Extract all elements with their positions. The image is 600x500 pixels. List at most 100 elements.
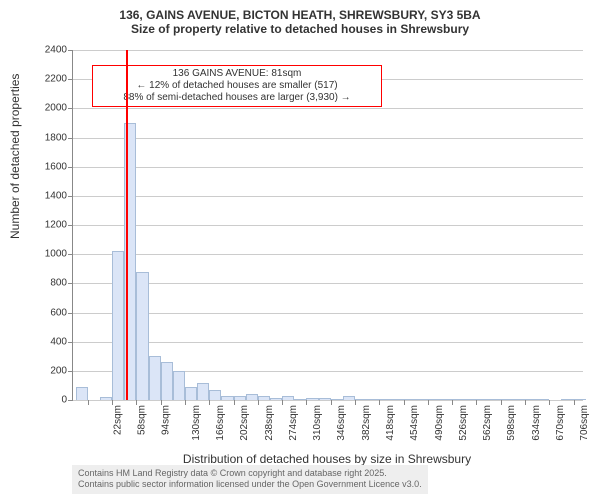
histogram-bar [100,397,112,400]
histogram-bar [489,399,501,400]
footnote-line: Contains HM Land Registry data © Crown c… [78,468,422,480]
gridline-h [73,283,583,284]
footnote-line: Contains public sector information licen… [78,479,422,491]
xtick-mark [525,400,526,405]
histogram-bar [149,356,161,400]
xtick-mark [258,400,259,405]
xtick-label: 634sqm [531,405,542,441]
gridline-h [73,108,583,109]
histogram-bar [513,399,525,400]
histogram-bar [173,371,185,400]
xtick-mark [476,400,477,405]
histogram-bar [282,396,294,400]
ytick-label: 2000 [45,103,73,114]
xtick-mark [355,400,356,405]
histogram-bar [319,398,331,400]
ytick-label: 1200 [45,220,73,231]
gridline-h [73,254,583,255]
ytick-label: 2200 [45,74,73,85]
xtick-label: 130sqm [191,405,202,441]
xtick-label: 490sqm [434,405,445,441]
histogram-bar [574,399,586,400]
footnote: Contains HM Land Registry data © Crown c… [72,465,428,494]
xtick-label: 58sqm [137,405,148,435]
xtick-label: 94sqm [161,405,172,435]
histogram-bar [306,398,318,400]
histogram-bar [537,399,549,400]
histogram-bar [185,387,197,400]
gridline-h [73,50,583,51]
y-axis-label: Number of detached properties [8,209,22,239]
chart-title-2: Size of property relative to detached ho… [0,22,600,36]
histogram-bar [525,399,537,400]
xtick-label: 238sqm [264,405,275,441]
ytick-label: 1600 [45,161,73,172]
histogram-bar [452,399,464,400]
annotation-line: 136 GAINS AVENUE: 81sqm [97,68,377,80]
xtick-label: 382sqm [361,405,372,441]
gridline-h [73,342,583,343]
xtick-label: 418sqm [385,405,396,441]
histogram-bar [464,399,476,400]
gridline-h [73,225,583,226]
histogram-bar [428,399,440,400]
xtick-label: 166sqm [215,405,226,441]
ytick-label: 200 [50,365,73,376]
xtick-mark [574,400,575,405]
histogram-bar [331,399,343,400]
xtick-mark [306,400,307,405]
xtick-label: 274sqm [288,405,299,441]
histogram-bar [136,272,148,400]
histogram-bar [76,387,88,400]
xtick-mark [501,400,502,405]
histogram-bar [416,399,428,400]
histogram-bar [476,399,488,400]
xtick-mark [112,400,113,405]
ytick-label: 600 [50,307,73,318]
ytick-label: 1800 [45,132,73,143]
histogram-bar [234,396,246,400]
xtick-mark [549,400,550,405]
xtick-mark [185,400,186,405]
xtick-mark [282,400,283,405]
ytick-label: 1000 [45,249,73,260]
xtick-label: 562sqm [482,405,493,441]
histogram-bar [258,396,270,400]
histogram-bar [270,398,282,400]
xtick-mark [404,400,405,405]
xtick-mark [331,400,332,405]
annotation-box: 136 GAINS AVENUE: 81sqm← 12% of detached… [92,65,382,107]
xtick-mark [161,400,162,405]
xtick-mark [136,400,137,405]
ytick-label: 0 [61,395,73,406]
histogram-bar [404,399,416,400]
xtick-mark [379,400,380,405]
histogram-bar [246,394,258,400]
chart-container: 136, GAINS AVENUE, BICTON HEATH, SHREWSB… [0,0,600,500]
gridline-h [73,167,583,168]
histogram-bar [501,399,513,400]
xtick-mark [88,400,89,405]
histogram-bar [440,399,452,400]
xtick-label: 706sqm [579,405,590,441]
histogram-bar [355,399,367,400]
xtick-label: 346sqm [336,405,347,441]
ytick-label: 400 [50,336,73,347]
ytick-label: 2400 [45,45,73,56]
histogram-bar [367,399,379,400]
xtick-label: 670sqm [555,405,566,441]
histogram-bar [294,399,306,400]
histogram-bar [379,399,391,400]
chart-title-1: 136, GAINS AVENUE, BICTON HEATH, SHREWSB… [0,0,600,22]
xtick-mark [452,400,453,405]
histogram-bar [209,390,221,400]
ytick-label: 800 [50,278,73,289]
xtick-label: 526sqm [458,405,469,441]
histogram-bar [391,399,403,400]
xtick-label: 22sqm [112,405,123,435]
histogram-bar [221,396,233,400]
xtick-mark [234,400,235,405]
gridline-h [73,313,583,314]
histogram-bar [112,251,124,400]
xtick-label: 454sqm [409,405,420,441]
